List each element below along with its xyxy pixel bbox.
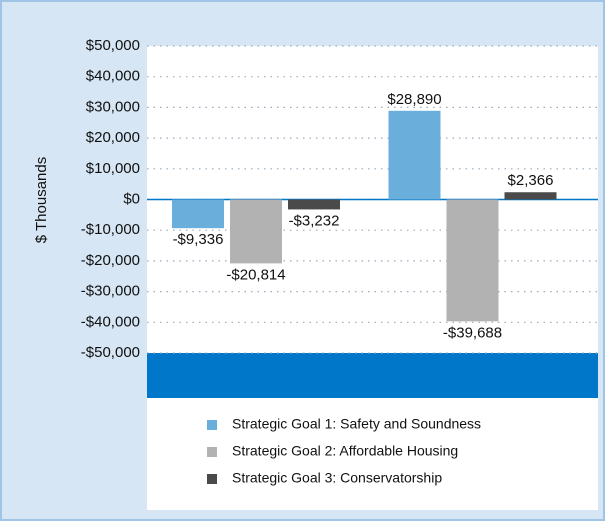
bar bbox=[388, 110, 441, 200]
bar bbox=[446, 199, 499, 322]
data-label: -$39,688 bbox=[443, 324, 502, 341]
data-label: -$9,336 bbox=[173, 231, 224, 248]
y-tick-label: $20,000 bbox=[86, 129, 140, 146]
legend-area bbox=[147, 398, 598, 510]
legend-label: Strategic Goal 1: Safety and Soundness bbox=[232, 416, 481, 432]
y-tick-label: -$40,000 bbox=[81, 313, 140, 330]
y-tick-label: $0 bbox=[123, 190, 140, 207]
legend-label: Strategic Goal 2: Affordable Housing bbox=[232, 443, 458, 459]
y-tick-label: $40,000 bbox=[86, 68, 140, 85]
bar bbox=[230, 199, 282, 264]
y-tick-label: -$10,000 bbox=[81, 221, 140, 238]
legend-swatch bbox=[207, 420, 217, 430]
y-tick-label: -$30,000 bbox=[81, 283, 140, 300]
y-tick-label: $50,000 bbox=[86, 37, 140, 54]
bar bbox=[504, 192, 557, 200]
bar bbox=[288, 199, 340, 210]
y-tick-label: $30,000 bbox=[86, 98, 140, 115]
y-axis-label: $ Thousands bbox=[33, 157, 50, 243]
legend-swatch bbox=[207, 474, 217, 484]
y-tick-label: -$50,000 bbox=[81, 344, 140, 361]
y-tick-label: $10,000 bbox=[86, 160, 140, 177]
legend-swatch bbox=[207, 447, 217, 457]
data-label: $2,366 bbox=[508, 172, 554, 189]
bar bbox=[172, 199, 224, 229]
data-label: $28,890 bbox=[387, 91, 441, 108]
category-band bbox=[147, 353, 598, 398]
data-label: -$3,232 bbox=[289, 212, 340, 229]
data-label: -$20,814 bbox=[226, 266, 285, 283]
y-tick-label: -$20,000 bbox=[81, 252, 140, 269]
legend-label: Strategic Goal 3: Conservatorship bbox=[232, 470, 442, 486]
